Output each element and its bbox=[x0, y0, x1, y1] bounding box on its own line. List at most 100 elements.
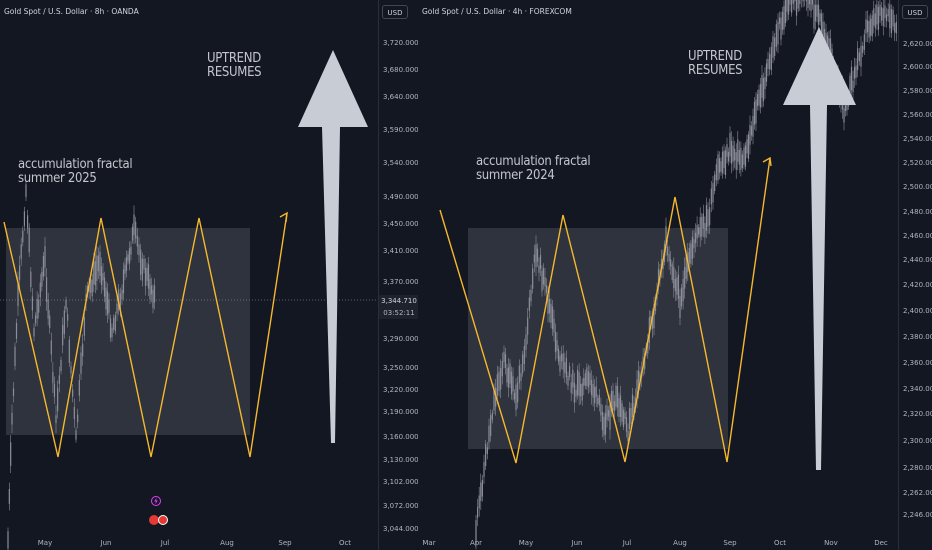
candle-body bbox=[811, 0, 814, 5]
candle-body bbox=[11, 412, 13, 425]
left-uptrend-arrow[interactable] bbox=[298, 50, 368, 443]
candle-body bbox=[538, 265, 540, 273]
candle-body bbox=[767, 58, 769, 69]
left-arrow-label[interactable]: UPTREND RESUMES bbox=[207, 52, 262, 80]
candle-body bbox=[887, 8, 889, 17]
candle-body bbox=[475, 520, 477, 545]
candle-body bbox=[791, 0, 793, 13]
candle-body bbox=[100, 266, 103, 285]
candle-body bbox=[567, 375, 569, 386]
left-fractal-zigzag-line[interactable] bbox=[3, 212, 288, 458]
candle-body bbox=[125, 256, 128, 272]
candle-body bbox=[615, 385, 617, 407]
candle-body bbox=[761, 75, 763, 98]
candle-body bbox=[7, 531, 9, 549]
candle-body bbox=[111, 327, 113, 338]
candle-body bbox=[609, 403, 611, 430]
candle-body bbox=[8, 488, 10, 504]
left-economic-event-icon-2[interactable] bbox=[158, 515, 168, 525]
candle-body bbox=[819, 12, 821, 22]
right-price-tick: 2,560.000 bbox=[903, 111, 932, 119]
right-chart-pane[interactable]: Gold Spot / U.S. Dollar · 4h · FOREXCOM … bbox=[418, 0, 898, 550]
candle-body bbox=[94, 261, 96, 286]
candle-body bbox=[660, 258, 663, 270]
right-date-tick-sep: Sep bbox=[723, 539, 737, 547]
candle-body bbox=[718, 158, 721, 173]
candle-body bbox=[96, 255, 98, 281]
candle-body bbox=[601, 412, 604, 431]
right-chart-canvas[interactable] bbox=[418, 0, 898, 550]
right-price-tick: 2,360.000 bbox=[903, 359, 932, 367]
candle-body bbox=[50, 340, 52, 355]
candle-body bbox=[732, 145, 734, 162]
left-price-tick: 3,490.000 bbox=[383, 193, 419, 201]
right-price-tick: 2,300.000 bbox=[903, 437, 932, 445]
left-price-scale[interactable]: USD 3,720.000 3,680.000 3,640.000 3,590.… bbox=[378, 0, 419, 550]
candle-body bbox=[849, 75, 851, 95]
right-date-tick-jun: Jun bbox=[571, 539, 583, 547]
candle-body bbox=[709, 207, 711, 226]
candle-body bbox=[724, 150, 727, 176]
candle-body bbox=[666, 246, 669, 256]
candle-body bbox=[676, 277, 678, 295]
candle-body bbox=[527, 317, 529, 335]
candle-body bbox=[548, 299, 551, 314]
left-chart-canvas[interactable] bbox=[0, 0, 378, 550]
candle-body bbox=[72, 389, 74, 397]
left-date-tick-jul: Jul bbox=[160, 539, 170, 547]
candle-body bbox=[103, 277, 106, 297]
left-annotation-title[interactable]: accumulation fractal summer 2025 bbox=[18, 157, 133, 186]
left-chart-pane[interactable]: Gold Spot / U.S. Dollar · 8h · OANDA acc… bbox=[0, 0, 378, 550]
candle-body bbox=[668, 254, 670, 262]
left-annotation-line1: accumulation fractal bbox=[18, 157, 133, 172]
candle-body bbox=[493, 387, 495, 411]
candle-body bbox=[889, 4, 891, 29]
right-fractal-zigzag-line[interactable] bbox=[439, 157, 771, 464]
right-price-tick: 2,520.000 bbox=[903, 159, 932, 167]
candle-body bbox=[561, 353, 563, 362]
left-current-price-badge[interactable]: 3,344.710 03:52:11 bbox=[379, 295, 419, 319]
candle-body bbox=[684, 267, 686, 289]
right-price-tick: 2,620.000 bbox=[903, 40, 932, 48]
candle-body bbox=[573, 382, 575, 403]
candle-body bbox=[797, 0, 799, 9]
candle-body bbox=[727, 151, 730, 162]
candle-body bbox=[780, 17, 782, 40]
right-price-scale[interactable]: USD 2,620.000 2,600.000 2,580.000 2,560.… bbox=[898, 0, 932, 550]
right-uptrend-arrow[interactable] bbox=[783, 27, 856, 470]
right-currency-button[interactable]: USD bbox=[902, 5, 928, 19]
candle-body bbox=[518, 365, 520, 384]
left-economic-event-icon-1[interactable] bbox=[149, 515, 159, 525]
candle-body bbox=[873, 8, 875, 26]
candle-body bbox=[152, 289, 154, 309]
right-annotation-title[interactable]: accumulation fractal summer 2024 bbox=[476, 155, 591, 183]
candle-body bbox=[93, 260, 95, 285]
candle-body bbox=[20, 244, 22, 259]
candle-body bbox=[756, 94, 759, 107]
candle-body bbox=[679, 295, 681, 318]
candle-body bbox=[562, 353, 564, 370]
candle-body bbox=[789, 0, 791, 5]
candle-body bbox=[496, 374, 498, 396]
candle-body bbox=[39, 282, 41, 298]
candle-body bbox=[764, 77, 766, 90]
candle-body bbox=[500, 368, 502, 390]
candle-body bbox=[735, 152, 737, 170]
candle-body bbox=[75, 430, 77, 440]
left-currency-button[interactable]: USD bbox=[382, 5, 408, 19]
candle-body bbox=[639, 372, 641, 384]
candle-body bbox=[874, 13, 876, 28]
candle-body bbox=[879, 4, 881, 16]
candle-body bbox=[73, 406, 75, 419]
candle-body bbox=[600, 404, 602, 416]
candle-body bbox=[704, 223, 706, 238]
candle-body bbox=[813, 4, 815, 29]
right-arrow-label-line1: UPTREND bbox=[688, 49, 742, 64]
left-flash-event-icon[interactable] bbox=[151, 496, 161, 506]
right-price-tick: 2,600.000 bbox=[903, 63, 932, 71]
candle-body bbox=[778, 17, 781, 24]
candle-body bbox=[870, 18, 872, 36]
candle-body bbox=[10, 442, 12, 466]
right-date-tick-jul: Jul bbox=[622, 539, 632, 547]
right-arrow-label[interactable]: UPTREND RESUMES bbox=[688, 49, 743, 78]
